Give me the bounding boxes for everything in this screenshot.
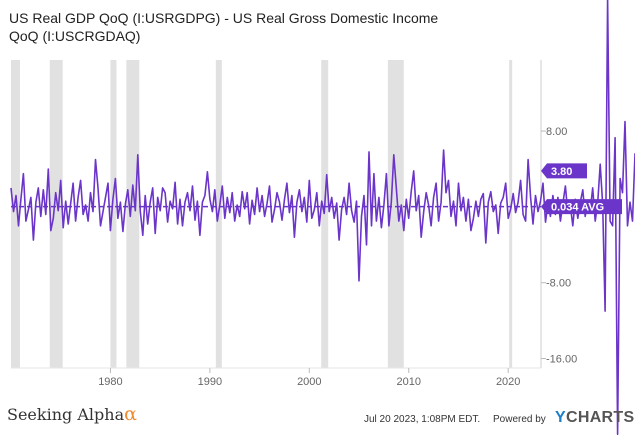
average-tag-shape [541,199,622,215]
recession-band-1 [49,60,63,368]
last-value-tag-label: 3.80 [551,166,572,178]
axes: 8.00 -8.00 -16.00 1980 1990 2000 2010 2020 [11,60,577,388]
x-tick-label-3: 2010 [397,376,421,388]
ycharts-logo-y: Y [555,409,566,426]
alpha-symbol: α [124,403,137,425]
seeking-alpha-logo: Seeking Alphaα [7,403,137,425]
x-tick-label-4: 2020 [496,376,520,388]
ycharts-logo: YCHARTS [555,409,634,427]
recession-band-2 [110,60,117,368]
series-line-0 [10,0,635,435]
y-tick-label-1: -8.00 [546,278,571,290]
value-labels: 3.80 0.034 AVG [541,163,622,215]
recession-band-6 [387,60,404,368]
recession-bands [11,60,513,368]
recession-band-0 [11,60,20,368]
timestamp: Jul 20 2023, 1:08PM EDT. [364,414,481,425]
brand-name: Seeking Alpha [7,405,125,424]
series-layer [10,0,635,435]
average-tag-label: 0.034 AVG [551,202,604,214]
average-tag: 0.034 AVG [541,199,622,215]
powered-by-label: Powered by [493,414,546,425]
ycharts-logo-text: CHARTS [565,409,635,426]
recession-band-3 [126,60,140,368]
last-value-tag: 3.80 [541,163,587,179]
x-tick-label-1: 1990 [198,376,222,388]
x-tick-label-0: 1980 [98,376,122,388]
x-tick-label-2: 2000 [297,376,321,388]
y-tick-label-2: -16.00 [546,354,577,366]
chart-title: US Real GDP QoQ (I:USRGDPG) - US Real Gr… [9,9,439,45]
recession-band-7 [509,60,513,368]
y-tick-label-0: 8.00 [546,126,567,138]
chart-title-line-1: US Real GDP QoQ (I:USRGDPG) - US Real Gr… [9,10,439,26]
last-value-tag-shape [541,163,587,179]
chart-title-line-2: QoQ (I:USCRGDAQ) [9,28,141,44]
